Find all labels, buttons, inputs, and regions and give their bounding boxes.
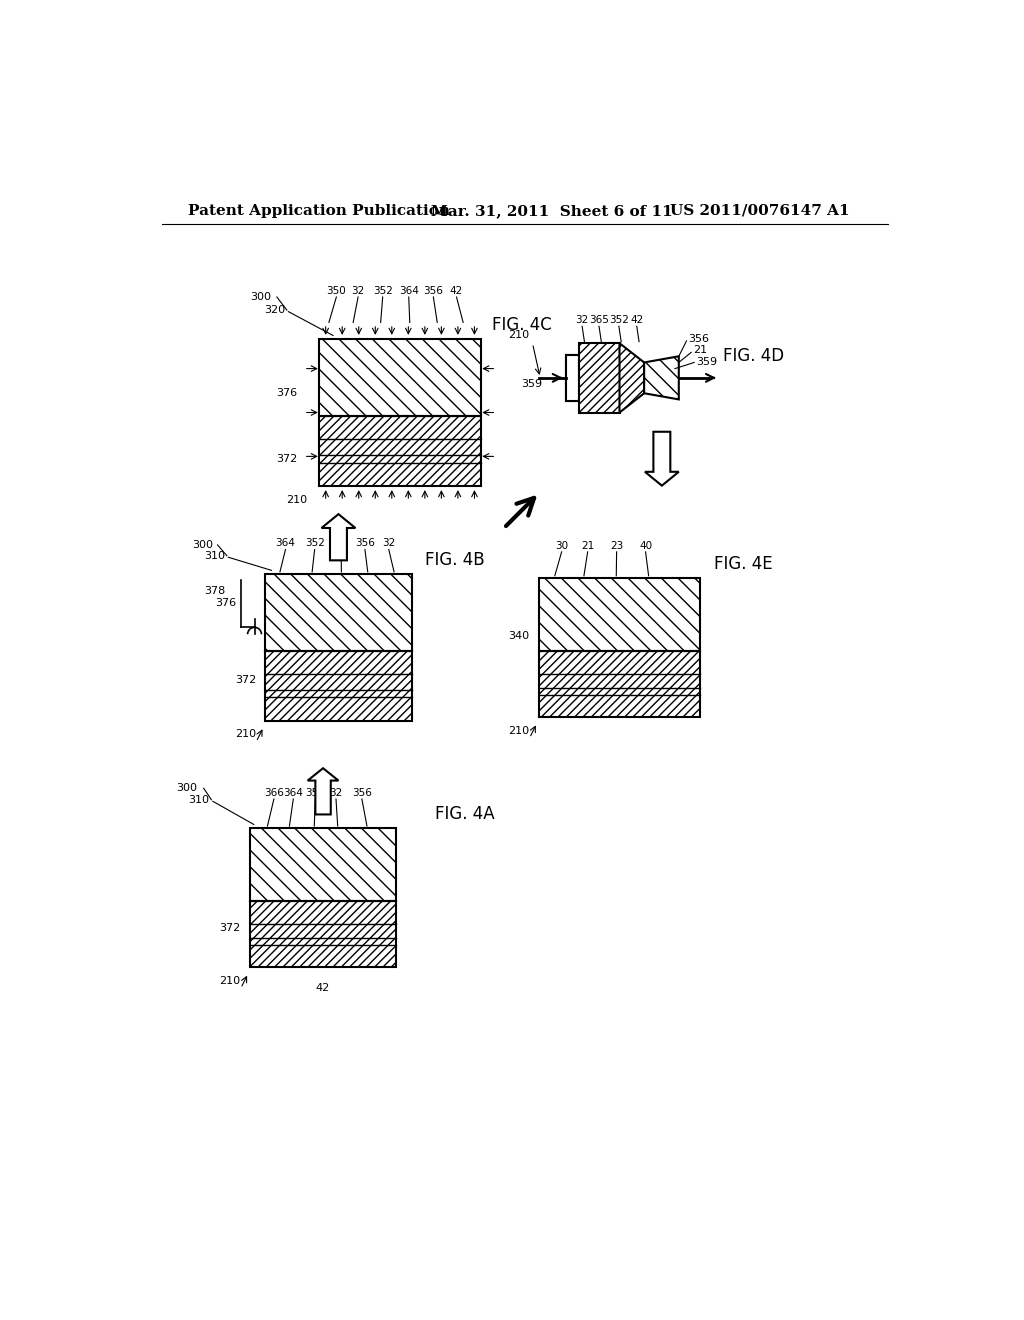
Text: 372: 372 [219,924,241,933]
Text: FIG. 4B: FIG. 4B [425,552,485,569]
Text: 372: 372 [234,676,256,685]
Polygon shape [307,768,339,814]
Text: 42: 42 [450,286,463,296]
Text: 350: 350 [327,286,346,296]
Text: 372: 372 [276,454,298,463]
Text: 210: 210 [508,330,529,341]
Text: 356: 356 [423,286,443,296]
FancyBboxPatch shape [565,355,580,401]
Text: Patent Application Publication: Patent Application Publication [188,203,451,218]
Text: 376: 376 [215,598,237,609]
Text: 366: 366 [264,788,284,797]
FancyBboxPatch shape [265,574,412,651]
Text: FIG. 4A: FIG. 4A [435,805,495,824]
Polygon shape [644,356,679,400]
Text: 356: 356 [352,788,372,797]
Text: 364: 364 [275,539,295,548]
Text: 310: 310 [204,550,225,561]
Text: 40: 40 [639,541,652,550]
Text: 359: 359 [521,379,543,389]
Text: 364: 364 [398,286,419,296]
Text: 365: 365 [589,315,609,325]
Text: 30: 30 [555,541,568,550]
Text: 21: 21 [692,345,707,355]
Text: FIG. 4E: FIG. 4E [714,556,773,573]
FancyBboxPatch shape [319,339,481,416]
Text: 210: 210 [219,975,241,986]
Polygon shape [645,432,679,486]
FancyBboxPatch shape [539,578,700,651]
FancyBboxPatch shape [539,651,700,717]
Text: 376: 376 [276,388,298,399]
Text: 42: 42 [335,539,348,548]
Text: 356: 356 [688,334,709,345]
Text: 32: 32 [575,315,589,325]
Text: 210: 210 [508,726,529,735]
Text: 32: 32 [382,539,395,548]
Text: 32: 32 [351,286,365,296]
FancyBboxPatch shape [250,829,396,902]
Text: 42: 42 [316,983,330,994]
Polygon shape [580,343,620,412]
FancyBboxPatch shape [265,651,412,721]
Polygon shape [620,343,644,412]
Text: 340: 340 [508,631,529,640]
Text: 378: 378 [204,586,225,597]
Text: 210: 210 [234,730,256,739]
Polygon shape [322,515,355,561]
Text: 310: 310 [188,795,209,805]
Text: 300: 300 [191,540,213,550]
Text: 352: 352 [305,539,325,548]
Text: FIG. 4C: FIG. 4C [493,317,552,334]
Text: 352: 352 [373,286,392,296]
FancyBboxPatch shape [565,355,580,401]
Text: 300: 300 [176,783,198,793]
Text: 42: 42 [630,315,643,325]
Text: 23: 23 [610,541,624,550]
Text: 359: 359 [695,358,717,367]
Text: Mar. 31, 2011  Sheet 6 of 11: Mar. 31, 2011 Sheet 6 of 11 [431,203,673,218]
Text: US 2011/0076147 A1: US 2011/0076147 A1 [670,203,849,218]
Text: FIG. 4D: FIG. 4D [724,347,784,366]
FancyBboxPatch shape [250,902,396,966]
Text: 356: 356 [355,539,375,548]
Text: 32: 32 [330,788,343,797]
Text: 210: 210 [286,495,307,504]
Text: 364: 364 [284,788,303,797]
Text: 320: 320 [264,305,286,315]
Text: 352: 352 [609,315,629,325]
Text: 300: 300 [251,292,271,302]
FancyBboxPatch shape [319,416,481,486]
Text: 21: 21 [581,541,594,550]
Text: 352: 352 [305,788,326,797]
